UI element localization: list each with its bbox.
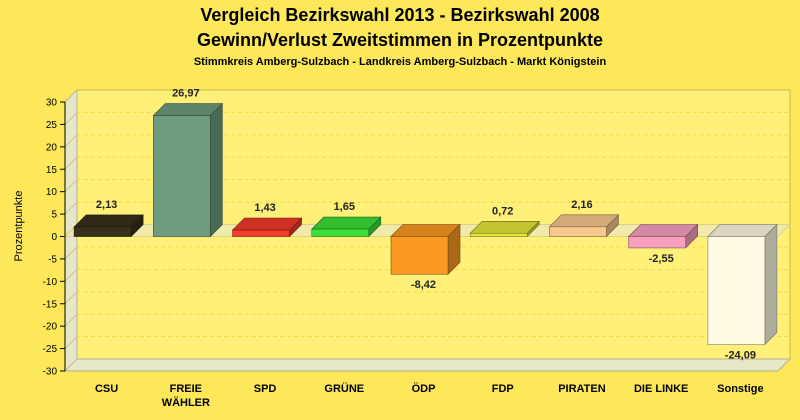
grid-diagonal xyxy=(64,134,78,148)
data-label: 2,16 xyxy=(571,199,592,211)
bar-top xyxy=(548,214,620,228)
data-label: 1,65 xyxy=(334,201,355,213)
bar-fdp xyxy=(469,220,540,238)
grid-diagonal xyxy=(64,291,78,305)
y-tick-label: 30 xyxy=(46,98,58,109)
grid-diagonal xyxy=(64,246,78,260)
data-label: -8,42 xyxy=(411,279,436,291)
x-tick-label: FDP xyxy=(492,383,514,395)
bar-front xyxy=(628,236,686,249)
data-label: -2,55 xyxy=(649,253,674,265)
x-tick-label: CSU xyxy=(95,383,118,395)
grid-diagonal xyxy=(64,313,78,327)
grid-diagonal xyxy=(64,179,78,193)
y-tick-label: 10 xyxy=(46,187,58,198)
x-tick-label: DIE LINKE xyxy=(634,383,688,395)
x-tick-label: GRÜNE xyxy=(324,382,364,395)
bar-top xyxy=(627,224,699,237)
bar-piraten xyxy=(548,214,620,238)
bar-spd xyxy=(231,217,303,238)
y-tick-label: 15 xyxy=(46,165,58,176)
bar-die-linke xyxy=(627,223,699,249)
grid-diagonal xyxy=(64,268,78,282)
bar-top xyxy=(152,103,224,116)
data-label: 0,72 xyxy=(492,205,513,217)
y-tick-label: 0 xyxy=(51,232,57,243)
y-tick-label: 25 xyxy=(46,120,58,131)
grid-diagonal xyxy=(64,336,78,349)
bar-top xyxy=(311,216,382,230)
grid-diagonal xyxy=(64,201,78,215)
x-tick-label: Sonstige xyxy=(717,383,763,395)
floor xyxy=(63,358,792,372)
plot-area: 30 25 20 15 10 5 0 -5 -10 -15 -20 -25 -30 2,13 CSU 26,9… xyxy=(43,88,792,409)
y-tick-label: -20 xyxy=(43,322,58,333)
bar-sonstige xyxy=(707,223,778,346)
bar-csu xyxy=(73,214,144,238)
x-tick-label: FREIE xyxy=(170,383,202,395)
y-tick-label: 5 xyxy=(51,210,57,221)
bar-front xyxy=(232,229,290,237)
bar-top xyxy=(707,224,778,237)
bar-side xyxy=(764,223,778,346)
y-tick-label: -30 xyxy=(43,367,58,378)
x-tick-label: PIRATEN xyxy=(558,383,606,395)
x-tick-label: ÖDP xyxy=(412,382,436,395)
chart-subtitle: Gewinn/Verlust Zweitstimmen in Prozentpu… xyxy=(197,30,603,50)
bar-front xyxy=(549,226,607,237)
bar-front xyxy=(153,115,211,237)
bar-top xyxy=(73,214,144,228)
bar-front xyxy=(311,228,370,237)
data-label: 1,43 xyxy=(254,202,275,214)
bar-front xyxy=(707,236,766,345)
data-label: 26,97 xyxy=(172,88,200,100)
bar-grüne xyxy=(311,216,382,238)
bar-side xyxy=(210,102,223,238)
y-tick-label: -15 xyxy=(43,299,58,310)
grid-diagonal xyxy=(64,112,78,125)
grid-diagonal xyxy=(64,156,78,170)
y-axis-label: Prozentpunkte xyxy=(13,191,25,262)
y-tick-label: -10 xyxy=(43,277,58,288)
x-tick-label: WÄHLER xyxy=(162,396,210,409)
bar-front xyxy=(390,236,449,275)
grid-diagonal xyxy=(64,358,78,372)
bar-top xyxy=(231,217,303,231)
y-tick-label: 20 xyxy=(46,142,58,153)
grid-diagonal xyxy=(64,89,78,103)
bar-front xyxy=(469,232,528,237)
chart-caption: Stimmkreis Amberg-Sulzbach - Landkreis A… xyxy=(194,56,607,68)
chart-title: Vergleich Bezirkswahl 2013 - Bezirkswahl… xyxy=(200,5,599,25)
x-tick-label: SPD xyxy=(254,383,277,395)
bar-ödp xyxy=(390,223,461,275)
y-tick-label: -5 xyxy=(48,254,57,265)
bar-top xyxy=(469,220,540,234)
bar-top xyxy=(390,224,461,237)
y-tick-label: -25 xyxy=(43,344,58,355)
data-label: -24,09 xyxy=(725,350,756,362)
bar-freie-wähler xyxy=(152,102,224,238)
bar-front xyxy=(73,226,132,237)
data-label: 2,13 xyxy=(96,199,117,211)
